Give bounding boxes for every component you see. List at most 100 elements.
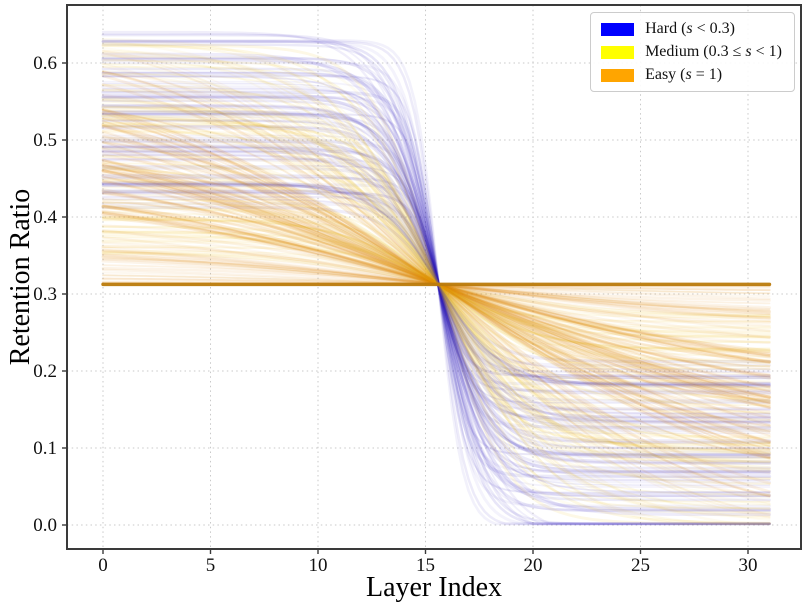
retention-curve — [101, 158, 771, 411]
retention-curve — [102, 110, 771, 459]
retention-curve — [102, 198, 771, 371]
curves-layer — [101, 30, 772, 526]
retention-curve — [102, 63, 771, 505]
retention-curve — [101, 109, 771, 460]
retention-curve — [101, 155, 771, 414]
retention-curve — [101, 52, 772, 517]
retention-curve — [102, 66, 771, 503]
retention-curve — [101, 129, 771, 440]
retention-curve — [101, 72, 771, 497]
retention-curve — [101, 166, 771, 402]
retention-curve — [102, 134, 771, 435]
retention-curve — [102, 88, 771, 481]
retention-curve — [101, 62, 772, 506]
retention-curve — [101, 96, 771, 473]
retention-curve — [102, 109, 771, 459]
retention-curve — [101, 150, 771, 418]
retention-curve — [102, 75, 771, 493]
retention-curve — [102, 96, 771, 473]
retention-curve — [101, 182, 771, 386]
retention-curve — [101, 136, 772, 432]
retention-curve — [101, 40, 771, 526]
retention-curve — [101, 90, 771, 478]
retention-curve — [101, 105, 772, 464]
x-tick-label: 15 — [416, 555, 435, 576]
retention-curve — [102, 33, 771, 525]
retention-curve — [102, 80, 771, 488]
retention-curve — [101, 43, 771, 526]
retention-curve — [101, 174, 772, 395]
retention-curve — [101, 157, 771, 411]
retention-curve — [102, 191, 771, 378]
retention-curve — [101, 104, 771, 465]
x-tick-label: 30 — [739, 555, 758, 576]
retention-curve — [101, 89, 771, 480]
retention-curve — [101, 140, 772, 429]
retention-curve — [101, 124, 771, 445]
retention-curve — [102, 124, 771, 445]
retention-curve — [101, 106, 772, 462]
retention-curve — [102, 75, 771, 494]
legend-label-hard: Hard (s < 0.3) — [645, 20, 735, 37]
y-tick-label: 0.0 — [33, 515, 57, 536]
retention-curve — [101, 67, 771, 502]
retention-curve — [101, 70, 771, 498]
retention-curve — [101, 40, 771, 526]
retention-curve — [101, 99, 771, 470]
retention-curve — [101, 183, 771, 386]
legend-label-medium: Medium (0.3 ≤ s < 1) — [645, 43, 782, 60]
grid-layer — [67, 5, 801, 549]
retention-curve — [102, 52, 771, 516]
retention-curve — [102, 162, 771, 407]
retention-curve — [102, 119, 771, 450]
retention-curve — [102, 112, 771, 457]
retention-curve — [101, 150, 771, 419]
retention-curve — [101, 184, 771, 385]
retention-curve — [102, 57, 771, 512]
retention-curve — [101, 103, 771, 466]
retention-curve — [101, 177, 771, 392]
retention-curve — [101, 95, 771, 474]
retention-curve — [101, 98, 771, 471]
retention-curve — [102, 70, 771, 498]
retention-curve — [102, 71, 771, 498]
retention-curve — [102, 154, 771, 415]
retention-curve — [101, 93, 771, 475]
retention-curve — [101, 189, 772, 380]
retention-curve — [101, 149, 771, 420]
retention-curve — [101, 71, 771, 497]
retention-curve — [101, 96, 771, 472]
retention-curve — [102, 124, 771, 444]
retention-curve — [102, 185, 771, 384]
retention-curve — [101, 94, 771, 475]
retention-curve — [101, 153, 771, 416]
y-tick-label: 0.2 — [33, 361, 57, 382]
retention-curve — [101, 146, 771, 422]
retention-curve — [101, 43, 771, 525]
retention-curve — [101, 71, 772, 497]
retention-curve — [101, 139, 772, 430]
retention-curve — [102, 125, 771, 444]
retention-curve — [101, 56, 771, 513]
retention-curve — [102, 121, 771, 448]
x-tick-label: 5 — [206, 555, 216, 576]
retention-curve — [102, 47, 771, 521]
tick-labels-layer: 0 5 10 15 20 25 30 0.0 0.1 0.2 0.3 0.4 0.5 0.6 — [33, 53, 757, 576]
retention-curve — [101, 126, 772, 443]
retention-curve — [101, 51, 771, 518]
retention-curve — [101, 105, 771, 464]
retention-curve — [101, 71, 771, 497]
retention-curve — [101, 49, 771, 519]
retention-curve — [101, 143, 771, 425]
retention-curve — [102, 108, 771, 460]
legend-item-medium: Medium (0.3 ≤ s < 1) — [601, 44, 782, 60]
retention-curve — [102, 82, 771, 486]
retention-curve — [101, 185, 771, 384]
retention-curve — [101, 130, 771, 439]
retention-curve — [101, 122, 771, 447]
retention-curve — [101, 207, 771, 362]
retention-curve — [102, 59, 771, 510]
retention-curve — [101, 181, 771, 388]
